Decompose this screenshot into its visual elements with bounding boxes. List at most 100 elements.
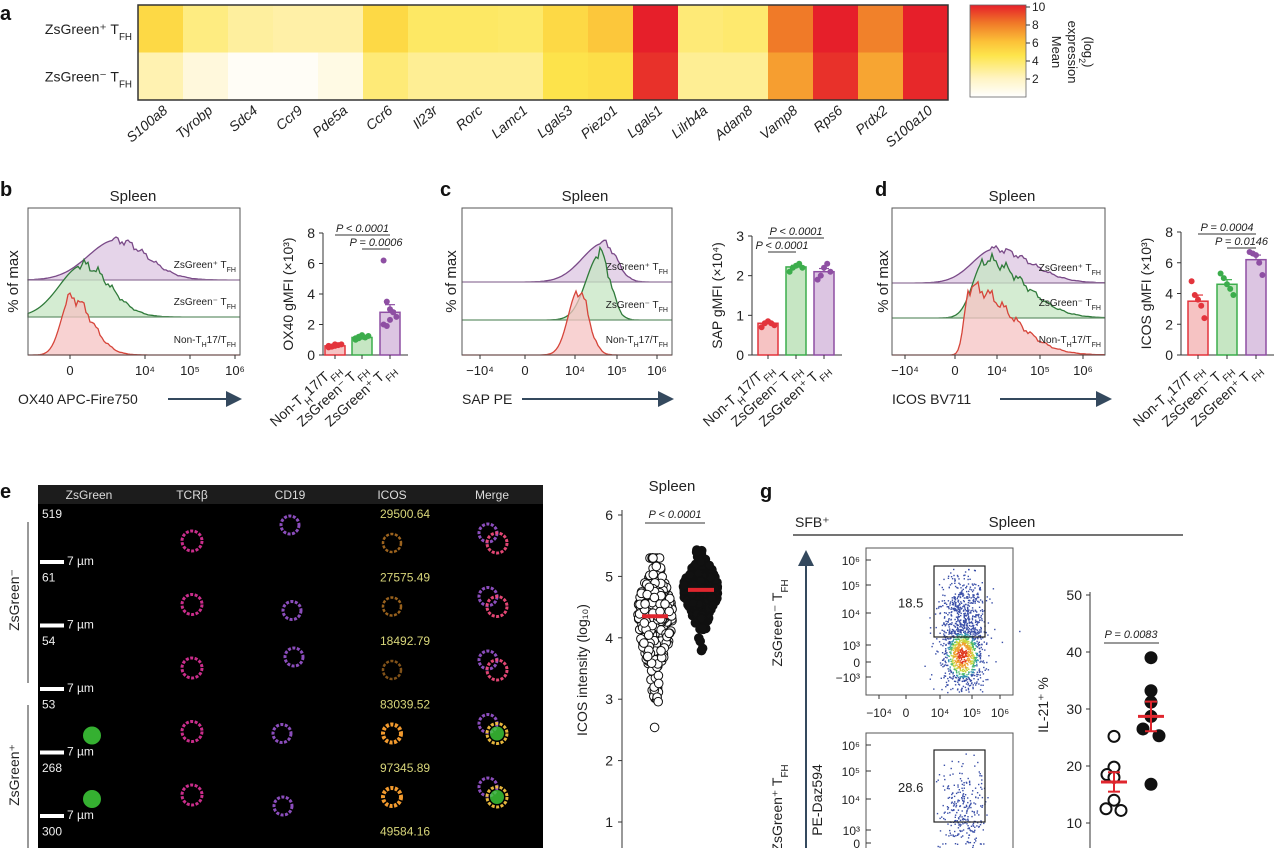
- event-dot: [974, 638, 976, 640]
- event-dot: [981, 644, 983, 646]
- event-dot: [980, 843, 982, 845]
- event-dot: [943, 642, 945, 645]
- event-dot: [973, 643, 975, 645]
- event-dot: [942, 666, 944, 668]
- bar-y-label: OX40 gMFI (×10³): [280, 237, 296, 350]
- event-dot: [960, 649, 963, 651]
- event-dot: [983, 843, 985, 845]
- event-dot: [958, 593, 960, 596]
- event-dot: [943, 612, 946, 614]
- event-dot: [950, 809, 953, 811]
- event-dot: [941, 816, 943, 818]
- event-dot: [970, 830, 972, 832]
- event-dot: [942, 638, 944, 640]
- data-point: [697, 623, 708, 633]
- merge-tcrb-icos-cell: [485, 658, 509, 682]
- heatmap-cell: [768, 52, 814, 101]
- event-dot: [975, 661, 978, 663]
- event-dot: [961, 634, 963, 636]
- event-dot: [970, 629, 972, 631]
- p-value-label: P < 0.0001: [769, 226, 822, 238]
- event-dot: [969, 612, 971, 614]
- event-dot: [965, 669, 968, 671]
- event-dot: [958, 608, 960, 611]
- event-dot: [977, 614, 979, 616]
- event-dot: [977, 638, 979, 640]
- event-dot: [974, 627, 977, 629]
- event-dot: [952, 657, 954, 659]
- event-dot: [964, 623, 966, 625]
- event-dot: [970, 602, 973, 604]
- data-point: [817, 272, 824, 279]
- event-dot: [963, 616, 965, 619]
- event-dot: [954, 659, 956, 662]
- event-dot: [959, 829, 961, 832]
- event-dot: [964, 614, 966, 617]
- event-dot: [944, 675, 947, 677]
- event-dot: [979, 794, 981, 796]
- scale-bar-label: 7 µm: [67, 745, 94, 759]
- heatmap-cell: [858, 52, 904, 101]
- event-dot: [962, 763, 964, 765]
- imaging-column-header: Merge: [475, 488, 509, 502]
- label-part: FH: [818, 367, 835, 384]
- event-dot: [963, 815, 966, 817]
- event-dot: [953, 680, 956, 682]
- event-dot: [974, 787, 977, 789]
- event-dot: [964, 655, 967, 657]
- event-dot: [973, 661, 975, 663]
- event-dot: [978, 655, 980, 658]
- data-point: [390, 309, 397, 316]
- event-dot: [965, 651, 967, 654]
- event-dot: [963, 800, 965, 802]
- event-dot: [972, 645, 974, 647]
- event-dot: [972, 653, 974, 656]
- event-dot: [958, 833, 960, 835]
- event-dot: [957, 599, 960, 601]
- event-dot: [975, 645, 977, 647]
- event-dot: [963, 651, 965, 653]
- y-tick-label: 1: [605, 814, 613, 830]
- event-dot: [961, 624, 964, 626]
- event-dot: [962, 649, 964, 652]
- event-dot: [953, 675, 955, 677]
- event-dot: [947, 684, 949, 686]
- event-dot: [973, 638, 976, 640]
- event-dot: [956, 843, 959, 845]
- data-point: [708, 600, 718, 611]
- event-dot: [965, 632, 967, 634]
- event-dot: [957, 605, 959, 608]
- event-dot: [964, 608, 967, 611]
- event-dot: [976, 671, 979, 673]
- event-dot: [963, 796, 966, 798]
- data-point: [704, 560, 715, 571]
- event-dot: [969, 841, 972, 844]
- event-dot: [957, 833, 959, 835]
- event-dot: [953, 656, 955, 658]
- heatmap-column-label: S100a8: [123, 102, 170, 145]
- event-dot: [951, 611, 953, 613]
- x-tick-label: −10⁴: [866, 706, 892, 720]
- scale-bar-label: 7 µm: [67, 681, 94, 695]
- event-dot: [943, 764, 946, 766]
- y-tick-label: 50: [1066, 587, 1082, 603]
- event-dot: [957, 822, 960, 824]
- event-dot: [951, 635, 953, 637]
- data-point: [1114, 803, 1128, 817]
- event-dot: [964, 638, 966, 641]
- event-dot: [965, 628, 968, 631]
- heatmap: [137, 4, 949, 101]
- event-dot: [943, 677, 945, 679]
- event-dot: [950, 576, 953, 578]
- event-dot: [966, 658, 969, 660]
- event-dot: [970, 675, 973, 677]
- event-dot: [969, 588, 971, 590]
- event-dot: [969, 661, 971, 664]
- event-dot: [981, 691, 984, 693]
- data-point: [649, 592, 660, 603]
- event-dot: [979, 773, 981, 775]
- y-tick-label: 10⁵: [842, 579, 860, 593]
- event-dot: [949, 604, 951, 606]
- event-dot: [961, 797, 963, 799]
